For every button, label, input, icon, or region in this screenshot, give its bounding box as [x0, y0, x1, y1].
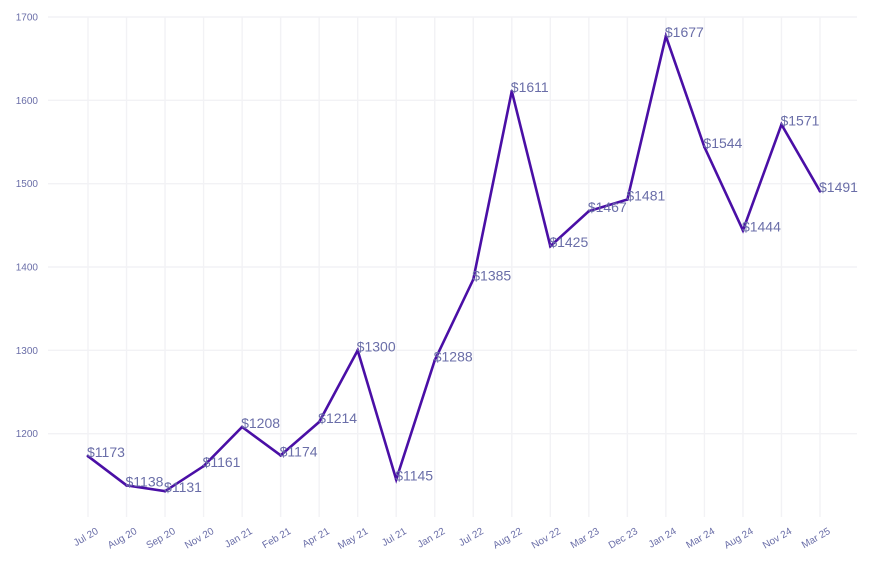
data-point [741, 228, 745, 232]
data-point [510, 89, 514, 93]
x-tick-label: Jan 22 [416, 526, 448, 551]
data-label: $1131 [164, 479, 202, 495]
series-line [86, 31, 822, 493]
data-label: $1491 [819, 179, 858, 195]
x-tick-label: Aug 24 [722, 526, 755, 552]
x-tick-label: Jul 20 [72, 526, 101, 549]
data-label: $1611 [511, 79, 549, 95]
x-tick-label: May 21 [336, 526, 370, 552]
x-tick-label: Sep 20 [145, 526, 178, 552]
x-tick-label: Jul 21 [380, 526, 409, 549]
y-tick-label: 1400 [16, 263, 39, 274]
data-point [664, 34, 668, 38]
data-label: $1208 [241, 415, 280, 431]
data-label: $1300 [357, 338, 396, 354]
x-tick-label: Mar 25 [800, 526, 833, 551]
data-point [625, 198, 629, 201]
x-tick-label: Jan 24 [647, 526, 679, 551]
y-tick-label: 1700 [16, 13, 39, 24]
data-point [279, 453, 283, 457]
x-tick-label: Feb 21 [261, 526, 294, 551]
data-label: $1444 [742, 218, 781, 234]
data-label: $1385 [472, 268, 511, 284]
data-label: $1214 [318, 410, 357, 426]
data-point [163, 489, 167, 493]
data-point [433, 358, 437, 362]
data-point [125, 483, 128, 487]
data-label: $1677 [665, 24, 704, 40]
y-tick-label: 1300 [16, 346, 39, 357]
x-tick-label: Apr 21 [301, 526, 332, 550]
data-point [471, 278, 475, 281]
y-tick-label: 1500 [16, 179, 39, 190]
data-label: $1138 [126, 473, 164, 489]
data-point [317, 420, 321, 424]
y-tick-label: 1600 [16, 96, 39, 107]
data-label: $1173 [87, 444, 125, 460]
data-point [202, 464, 205, 468]
x-tick-label: Nov 20 [183, 526, 216, 552]
x-tick-label: Mar 23 [569, 526, 602, 551]
data-point [86, 454, 90, 458]
data-label: $1145 [395, 468, 433, 484]
data-label: $1544 [703, 135, 742, 151]
data-point [703, 145, 706, 149]
data-point [780, 123, 783, 126]
data-label: $1161 [203, 454, 241, 470]
y-axis-ticks: 1200 1300 1400 1500 1600 1700 [16, 13, 39, 441]
x-tick-label: Jan 21 [223, 526, 255, 551]
series [86, 31, 822, 493]
data-label: $1288 [434, 348, 473, 364]
data-point [818, 189, 822, 193]
x-tick-label: Aug 20 [106, 526, 139, 552]
x-axis-ticks: Jul 20 Aug 20 Sep 20 Nov 20 Jan 21 Feb 21 Apr … [72, 526, 833, 552]
x-tick-label: Jul 22 [457, 526, 486, 549]
data-labels: $1173$1138 $1131$1161 $1208$1174 $1214 $1300… [87, 24, 858, 495]
data-label: $1425 [549, 234, 588, 250]
data-label: $1571 [780, 113, 819, 129]
x-tick-label: Nov 22 [530, 526, 563, 552]
data-point [240, 425, 244, 429]
data-label: $1481 [626, 188, 665, 204]
grid [48, 16, 857, 517]
y-tick-label: 1200 [16, 429, 39, 440]
data-point [356, 348, 360, 352]
x-tick-label: Aug 22 [491, 526, 524, 552]
x-tick-label: Nov 24 [761, 526, 794, 552]
data-label: $1467 [588, 199, 627, 215]
data-point [548, 244, 552, 248]
x-tick-label: Dec 23 [607, 526, 640, 552]
data-point [394, 478, 398, 481]
data-point [587, 209, 591, 213]
x-tick-label: Mar 24 [684, 526, 717, 551]
data-label: $1174 [280, 443, 318, 459]
